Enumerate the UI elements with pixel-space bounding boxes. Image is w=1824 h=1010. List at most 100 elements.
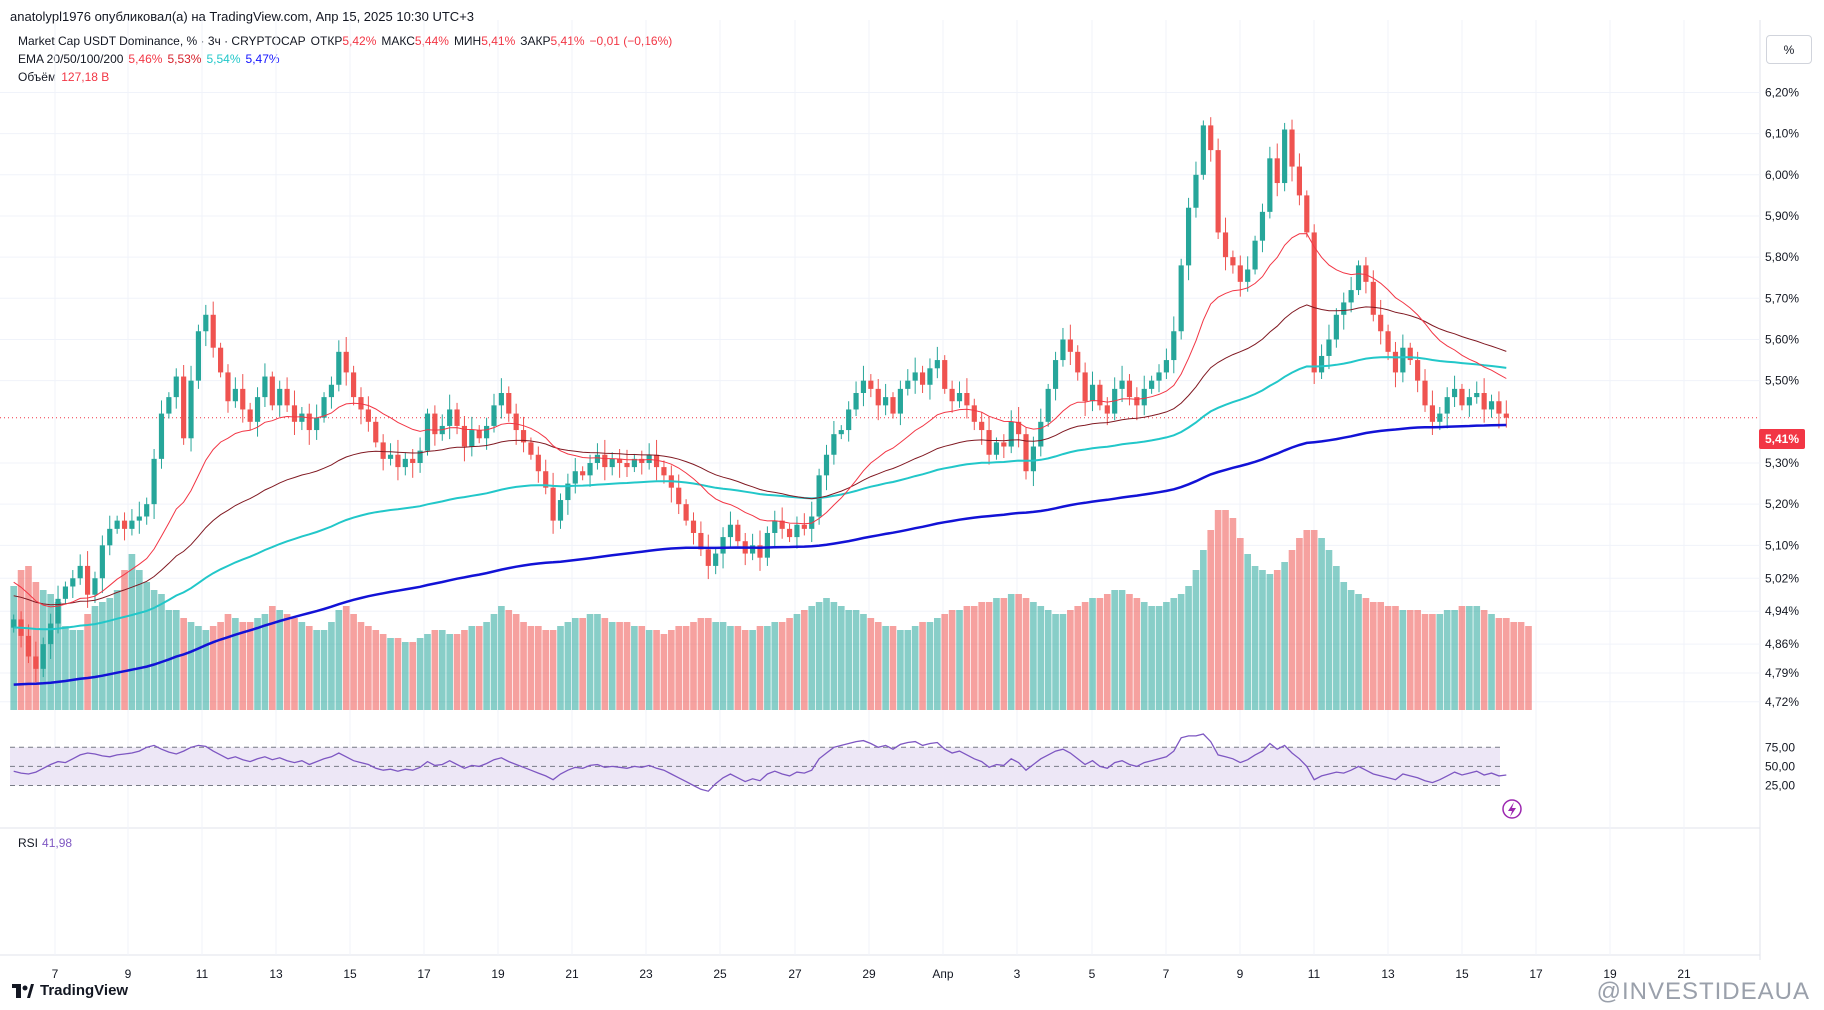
y-tick-label: 5,60% — [1765, 332, 1799, 346]
volume-bar — [62, 626, 69, 710]
x-tick-label: 13 — [269, 967, 283, 981]
tradingview-logo-icon — [12, 983, 34, 998]
rsi-legend[interactable]: RSI 41,98 — [18, 836, 72, 850]
volume-bar — [845, 610, 852, 710]
volume-legend[interactable]: Объём 127,18 B — [18, 70, 114, 84]
volume-bar — [1140, 602, 1148, 710]
ema-legend[interactable]: EMA 20/50/100/200 5,46% 5,53% 5,54% 5,47% — [18, 52, 285, 66]
symbol-name[interactable]: Market Cap USDT Dominance, % · 3ч · CRYP… — [18, 34, 306, 48]
volume-bar — [1229, 518, 1237, 710]
ema-label[interactable]: EMA 20/50/100/200 — [18, 52, 124, 66]
candle-body — [410, 458, 416, 463]
ema100-value: 5,54% — [206, 52, 241, 66]
candle-body — [1437, 413, 1443, 422]
candle-body — [764, 532, 770, 558]
candle-body — [1400, 347, 1406, 373]
x-tick-label: 19 — [1603, 967, 1617, 981]
tradingview-brand[interactable]: TradingView — [12, 982, 128, 999]
candle-body — [1370, 281, 1376, 315]
candle-body — [469, 430, 475, 447]
volume-bar — [860, 614, 867, 710]
volume-bar — [453, 634, 461, 710]
volume-bar — [1251, 566, 1259, 710]
volume-bar — [1037, 606, 1045, 710]
candle-body — [1429, 405, 1435, 422]
candle-body — [919, 372, 926, 385]
candle-body — [1230, 257, 1236, 266]
volume-bar — [527, 626, 535, 710]
volume-bar — [1192, 570, 1200, 710]
volume-bar — [1244, 554, 1252, 710]
x-tick-label: 21 — [565, 967, 579, 981]
volume-bar — [10, 586, 18, 710]
volume-bar — [1236, 538, 1244, 710]
volume-bar — [985, 602, 993, 710]
candle-body — [1171, 331, 1177, 361]
ema20-line — [13, 233, 1507, 608]
candle-body — [343, 351, 349, 373]
candle-body — [461, 425, 468, 447]
candle-body — [358, 397, 364, 410]
x-tick-label: 25 — [713, 967, 727, 981]
volume-bar — [1362, 598, 1370, 710]
candle-body — [705, 549, 711, 566]
volume-bar — [150, 590, 158, 710]
candle-body — [875, 388, 881, 406]
percent-scale-button[interactable]: % — [1766, 35, 1812, 64]
volume-bar — [1273, 570, 1281, 710]
volume-bar — [1429, 614, 1436, 710]
volume-bar — [424, 634, 431, 710]
candle-body — [631, 458, 637, 468]
candle-body — [1474, 393, 1480, 398]
volume-bar — [682, 626, 690, 710]
candle-body — [853, 393, 859, 410]
candle-body — [1407, 347, 1413, 361]
candle-body — [387, 454, 394, 459]
candle-body — [860, 380, 867, 393]
candle-body — [240, 388, 246, 410]
candle-body — [92, 578, 98, 595]
volume-bar — [1325, 550, 1333, 710]
x-tick-label: 11 — [1308, 967, 1321, 981]
candle-body — [609, 458, 615, 468]
rsi-value: 41,98 — [42, 836, 73, 850]
volume-bar — [1089, 598, 1096, 710]
candle-body — [277, 388, 283, 406]
candle-body — [1274, 158, 1280, 184]
volume-bar — [76, 630, 84, 710]
candle-body — [624, 462, 630, 468]
volume-label[interactable]: Объём — [18, 70, 57, 84]
y-tick-label: 5,50% — [1765, 374, 1799, 388]
candle-body — [698, 532, 704, 550]
volume-bar — [1163, 602, 1170, 710]
candle-body — [254, 397, 261, 422]
candle-body — [1326, 339, 1332, 356]
volume-bar — [564, 622, 572, 710]
candle-body — [801, 524, 807, 529]
candle-body — [328, 384, 335, 398]
candle-body — [262, 376, 268, 398]
candle-body — [144, 504, 150, 517]
candle-body — [1030, 446, 1036, 472]
y-tick-label: 5,02% — [1765, 571, 1799, 585]
rsi-line — [13, 733, 1507, 792]
volume-bar — [99, 602, 106, 710]
symbol-legend[interactable]: Market Cap USDT Dominance, % · 3ч · CRYP… — [18, 34, 677, 48]
last-price-tag: 5,41% — [1759, 429, 1806, 449]
volume-bar — [350, 614, 357, 710]
volume-bar — [882, 626, 889, 710]
volume-bar — [490, 614, 498, 710]
x-tick-label: 15 — [1455, 967, 1469, 981]
candle-body — [447, 409, 453, 426]
volume-bar — [837, 606, 845, 710]
volume-bar — [1355, 594, 1362, 710]
candle-body — [1163, 360, 1169, 373]
rsi-label[interactable]: RSI — [18, 836, 39, 850]
volume-bar — [431, 630, 439, 710]
candle-body — [661, 467, 667, 476]
volume-bar — [217, 622, 224, 710]
volume-bar — [54, 602, 62, 710]
volume-bar — [342, 606, 350, 710]
volume-bar — [712, 622, 719, 710]
